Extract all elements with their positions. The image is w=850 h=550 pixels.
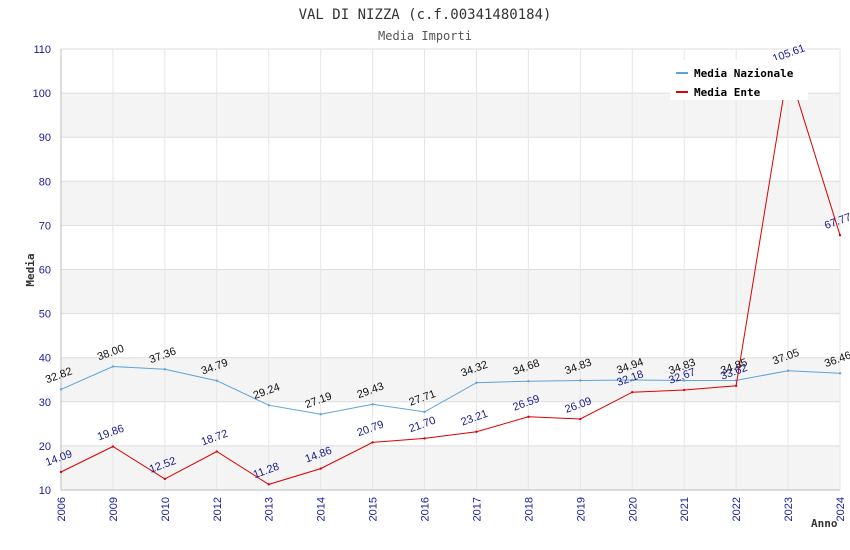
point-media-nazionale <box>631 378 634 382</box>
legend-entry: Media Ente <box>694 86 761 99</box>
series-line-media-ente <box>60 68 841 485</box>
series-lines <box>59 67 842 486</box>
data-label-media-ente: 20.79 <box>356 419 386 440</box>
x-tick-label: 2016 <box>420 497 432 521</box>
data-label-media-ente: 18.72 <box>200 428 230 449</box>
x-tick-label: 2023 <box>783 497 795 521</box>
point-media-ente <box>475 430 478 433</box>
data-label-media-ente: 21.70 <box>407 415 437 436</box>
x-tick-label: 2019 <box>575 497 587 521</box>
point-media-nazionale <box>267 403 270 407</box>
point-media-nazionale <box>163 368 167 371</box>
legend-box <box>670 60 808 100</box>
chart-title: VAL DI NIZZA (c.f.00341480184) <box>299 7 552 23</box>
x-tick-label: 2013 <box>264 497 276 521</box>
point-media-ente <box>215 450 218 453</box>
axes <box>60 49 840 491</box>
legend-entry: Media Nazionale <box>694 67 794 80</box>
y-tick-label: 20 <box>39 441 51 453</box>
plot-band <box>61 357 840 402</box>
x-tick-label: 2020 <box>627 497 639 521</box>
plot-band <box>61 445 840 490</box>
point-media-nazionale <box>838 372 842 375</box>
point-media-ente <box>267 483 270 486</box>
point-media-ente <box>734 384 738 388</box>
point-media-ente <box>423 437 426 440</box>
x-tick-label: 2015 <box>368 497 380 521</box>
x-tick-label: 2006 <box>56 497 68 521</box>
point-media-ente <box>579 417 582 421</box>
point-media-ente <box>683 388 686 392</box>
y-tick-label: 50 <box>39 309 51 321</box>
point-media-nazionale <box>475 381 478 384</box>
x-tick-label: 2024 <box>835 497 847 521</box>
plot-band <box>61 181 840 226</box>
y-axis-ticks: 10 20 30 40 50 60 70 80 90 100 110 <box>33 44 51 497</box>
data-label-media-ente: 23.21 <box>459 408 489 429</box>
y-tick-label: 110 <box>33 44 51 56</box>
y-tick-label: 80 <box>39 176 51 188</box>
point-media-ente <box>163 477 167 481</box>
x-tick-label: 2017 <box>471 497 483 521</box>
plot-band <box>61 269 840 314</box>
data-label-media-ente: 19.86 <box>96 423 126 444</box>
point-media-nazionale <box>423 410 426 414</box>
legend: Media Nazionale Media Ente <box>670 60 808 100</box>
y-axis-label: Media <box>24 253 37 286</box>
plot-background-bands <box>61 93 840 490</box>
y-tick-label: 10 <box>39 485 51 497</box>
y-tick-label: 90 <box>39 132 51 144</box>
point-media-ente <box>111 445 115 448</box>
plot-band <box>61 93 840 138</box>
y-tick-label: 40 <box>39 353 51 365</box>
x-tick-label: 2014 <box>316 497 328 521</box>
chart-subtitle: Media Importi <box>378 29 472 43</box>
point-media-nazionale <box>786 369 790 372</box>
series-line-media-nazionale <box>60 365 841 415</box>
x-tick-label: 2010 <box>160 497 172 521</box>
point-media-ente <box>527 415 530 419</box>
point-media-nazionale <box>371 403 374 406</box>
x-axis-label: Anno <box>811 517 838 530</box>
y-tick-label: 70 <box>39 220 51 232</box>
point-media-ente <box>59 470 63 474</box>
y-tick-label: 30 <box>39 397 51 409</box>
x-tick-label: 2018 <box>523 497 535 521</box>
point-media-nazionale <box>527 379 530 383</box>
point-media-ente <box>371 441 374 444</box>
point-media-nazionale <box>215 379 218 382</box>
point-media-nazionale <box>683 379 686 382</box>
point-media-nazionale <box>579 379 582 382</box>
y-tick-label: 60 <box>39 265 51 277</box>
point-media-nazionale <box>59 388 63 391</box>
y-tick-label: 100 <box>33 88 51 100</box>
x-tick-label: 2022 <box>731 497 743 521</box>
x-tick-label: 2012 <box>212 497 224 521</box>
point-media-nazionale <box>319 412 322 416</box>
x-tick-label: 2021 <box>679 497 691 521</box>
point-media-ente <box>319 467 322 470</box>
point-media-ente <box>838 234 842 237</box>
x-axis-ticks: 2006 2009 2010 2012 2013 2014 2015 2016 2017 2018… <box>56 497 847 521</box>
x-tick-label: 2009 <box>108 497 120 521</box>
point-media-nazionale <box>111 365 115 368</box>
point-media-ente <box>631 390 634 394</box>
